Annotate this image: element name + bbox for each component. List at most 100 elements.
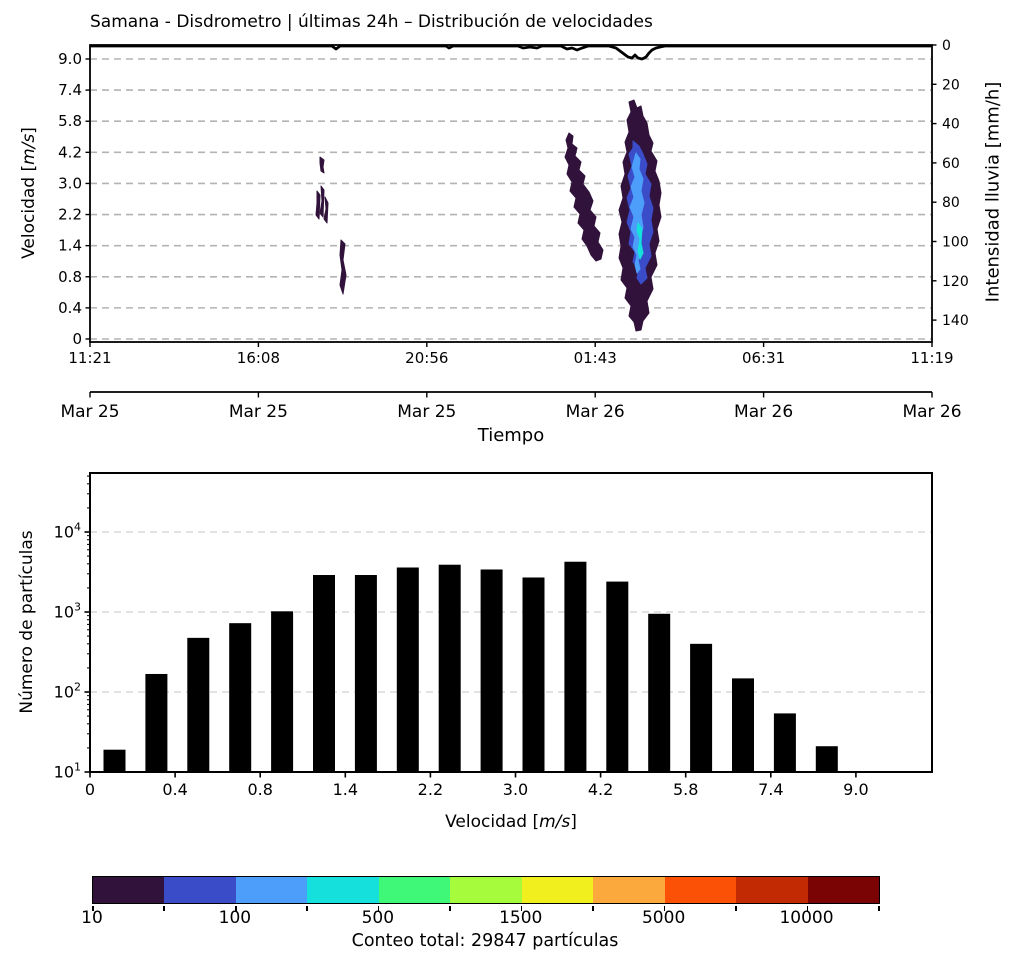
date-tick-label: Mar 26 (734, 402, 793, 422)
histogram-bar (271, 611, 294, 771)
hist-xlabel-units: m/s (539, 812, 571, 832)
colorbar-segment-2 (164, 877, 236, 903)
colorbar-tick (520, 905, 523, 911)
left-tick-label: 3.0 (58, 174, 82, 192)
histogram-bar (396, 567, 419, 771)
right-tick-label: 60 (942, 156, 960, 172)
histogram-bar (187, 637, 210, 771)
colorbar-tick (878, 905, 880, 911)
colorbar-tick (735, 905, 737, 911)
precip-region-streak-b2 (319, 185, 325, 218)
right-tick-label: 100 (942, 235, 969, 251)
histogram-bar (815, 746, 838, 771)
right-tick-label: 120 (942, 274, 969, 290)
colorbar-tick-label: 10000 (779, 908, 834, 928)
x-tick-label: 0.4 (162, 780, 187, 799)
page-title: Samana - Disdrometro | últimas 24h – Dis… (90, 12, 653, 32)
histogram-bar (564, 561, 587, 771)
left-tick-label: 0 (72, 330, 82, 348)
hist-xlabel: Velocidad [m/s] (445, 812, 577, 832)
colorbar-segment-8 (593, 877, 665, 903)
left-tick-label: 1.4 (58, 237, 82, 255)
y-tick-label: 102 (54, 681, 81, 702)
colorbar-segment-5 (378, 877, 451, 903)
top-plot-frame (89, 44, 933, 343)
x-tick-label: 3.0 (503, 780, 528, 799)
colorbar-tick (234, 905, 237, 911)
colorbar-tick (163, 905, 166, 911)
precip-region-streak-b1 (315, 190, 321, 220)
colorbar-tick (806, 905, 809, 911)
rain-intensity-line (90, 44, 932, 61)
y-tick-label: 104 (54, 521, 81, 542)
right-tick-label: 20 (942, 77, 960, 93)
left-tick-label: 7.4 (58, 81, 82, 99)
colorbar-segment-9 (664, 877, 737, 903)
left-tick-label: 0.8 (58, 268, 82, 286)
top-xlabel-tiempo: Tiempo (477, 425, 545, 446)
y-tick-label: 101 (54, 761, 81, 782)
histogram-bar (522, 577, 545, 771)
velocity-histogram-plot: 101 102 103 104 0 0.4 0.8 1.4 2.2 3.0 4.2 5.8 7.4 9.0 (54, 472, 933, 799)
time-tick-label: 06:31 (742, 349, 785, 367)
histogram-bar (145, 673, 168, 771)
right-tick-label: 40 (942, 117, 960, 133)
histogram-bar (732, 678, 754, 771)
right-tick-label: 140 (942, 313, 969, 329)
right-tick-label: 0 (942, 38, 951, 54)
time-tick-label: 16:08 (237, 349, 280, 367)
histogram-bar (606, 581, 629, 771)
histogram-bar (103, 749, 126, 771)
date-tick-label: Mar 26 (566, 402, 625, 422)
left-tick-label: 2.2 (58, 206, 82, 224)
colorbar-tick-label: 100 (218, 908, 252, 928)
hist-ylabel: Número de partículas (17, 530, 37, 714)
hist-xlabel-text: Velocidad [ (445, 812, 540, 832)
colorbar-segment-11 (807, 877, 879, 903)
x-tick-label: 9.0 (843, 780, 868, 799)
left-tick-label: 9.0 (58, 50, 82, 68)
colorbar-tick (449, 905, 451, 911)
colorbar-segment-10 (736, 877, 808, 903)
contour-regions (90, 44, 932, 332)
x-tick-label: 1.4 (333, 780, 358, 799)
histogram-bar (480, 569, 503, 771)
precip-region-left-cell-outer (564, 132, 604, 262)
left-tick-label: 0.4 (58, 299, 82, 317)
histogram-bar (690, 643, 713, 771)
colorbar-tick (377, 905, 380, 911)
right-tick-label: 80 (942, 195, 960, 211)
x-tick-label: 0 (85, 780, 95, 799)
colorbar-tick-label: 1500 (499, 908, 543, 928)
precip-region-streak-a (319, 156, 325, 174)
date-tick-label: Mar 26 (902, 402, 961, 422)
colorbar-tick-label: 5000 (641, 908, 686, 928)
date-tick-label: Mar 25 (229, 402, 288, 422)
date-tick-label: Mar 25 (60, 402, 119, 422)
hist-plot-frame (89, 472, 933, 773)
left-tick-label: 5.8 (58, 112, 82, 130)
histogram-bar (438, 564, 461, 771)
y-tick-label: 103 (54, 601, 81, 622)
colorbar-segment-3 (235, 877, 308, 903)
histogram-bar (354, 575, 377, 771)
histogram-bar (773, 713, 796, 771)
colorbar-tick (592, 905, 594, 911)
precip-region-streak-c (339, 239, 347, 295)
total-count-caption: Conteo total: 29847 partículas (351, 931, 619, 951)
colorbar-tick-label: 500 (361, 908, 395, 928)
x-tick-label: 7.4 (758, 780, 783, 799)
colorbar-tick (306, 905, 308, 911)
time-tick-label: 11:21 (68, 349, 111, 367)
colorbar-segment-4 (307, 877, 379, 903)
hist-xlabel-close: ] (570, 812, 577, 832)
precip-region-streak-b3 (323, 196, 329, 224)
x-tick-label: 2.2 (418, 780, 443, 799)
x-tick-label: 4.2 (588, 780, 613, 799)
colorbar-segment-7 (521, 877, 594, 903)
colorbar-segment-1 (93, 877, 165, 903)
time-tick-label: 20:56 (405, 349, 448, 367)
histogram-bar (229, 623, 252, 771)
colorbar-tick (92, 905, 94, 911)
